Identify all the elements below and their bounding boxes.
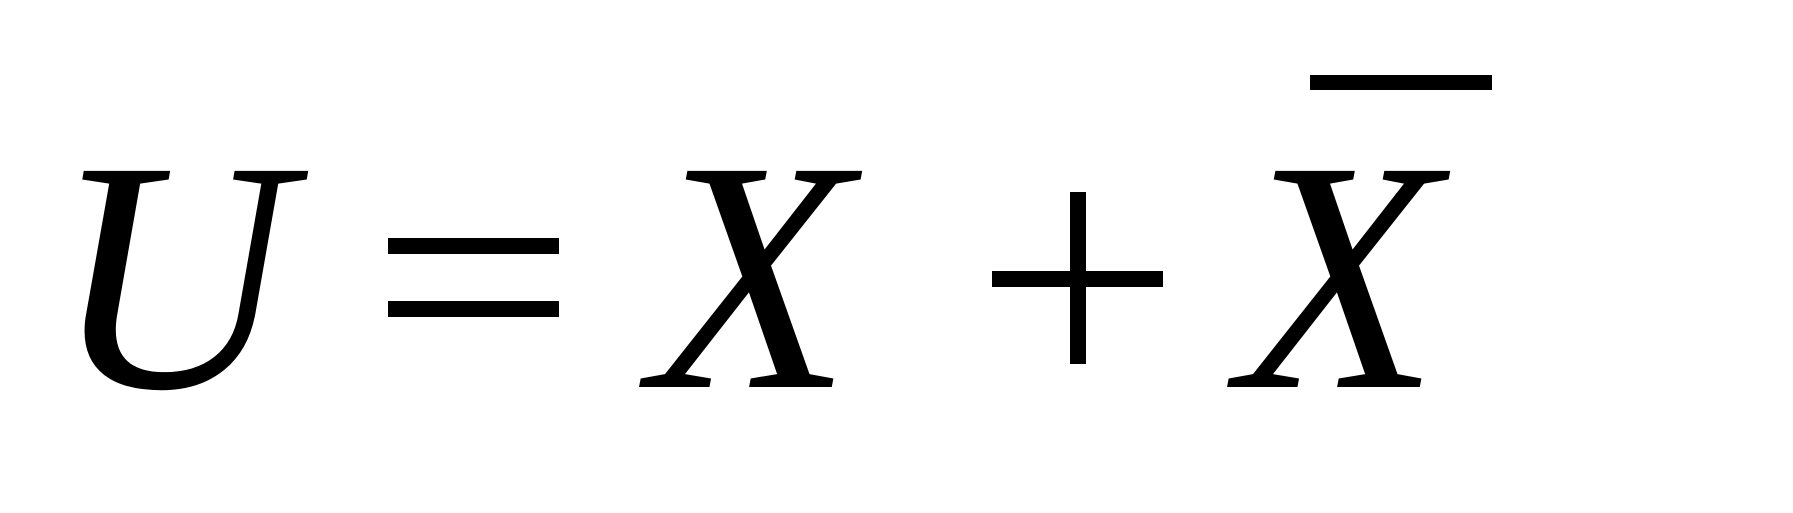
equals-sign [388,238,559,317]
plus-sign [992,192,1163,364]
variable-x: X [650,94,852,459]
equals-top-bar [388,238,559,254]
equals-bottom-bar [388,301,559,317]
plus-vertical-stroke [1070,192,1086,364]
variable-x-bar: X [1238,94,1440,459]
overline-bar [1310,75,1492,90]
variable-u: U [52,94,291,459]
